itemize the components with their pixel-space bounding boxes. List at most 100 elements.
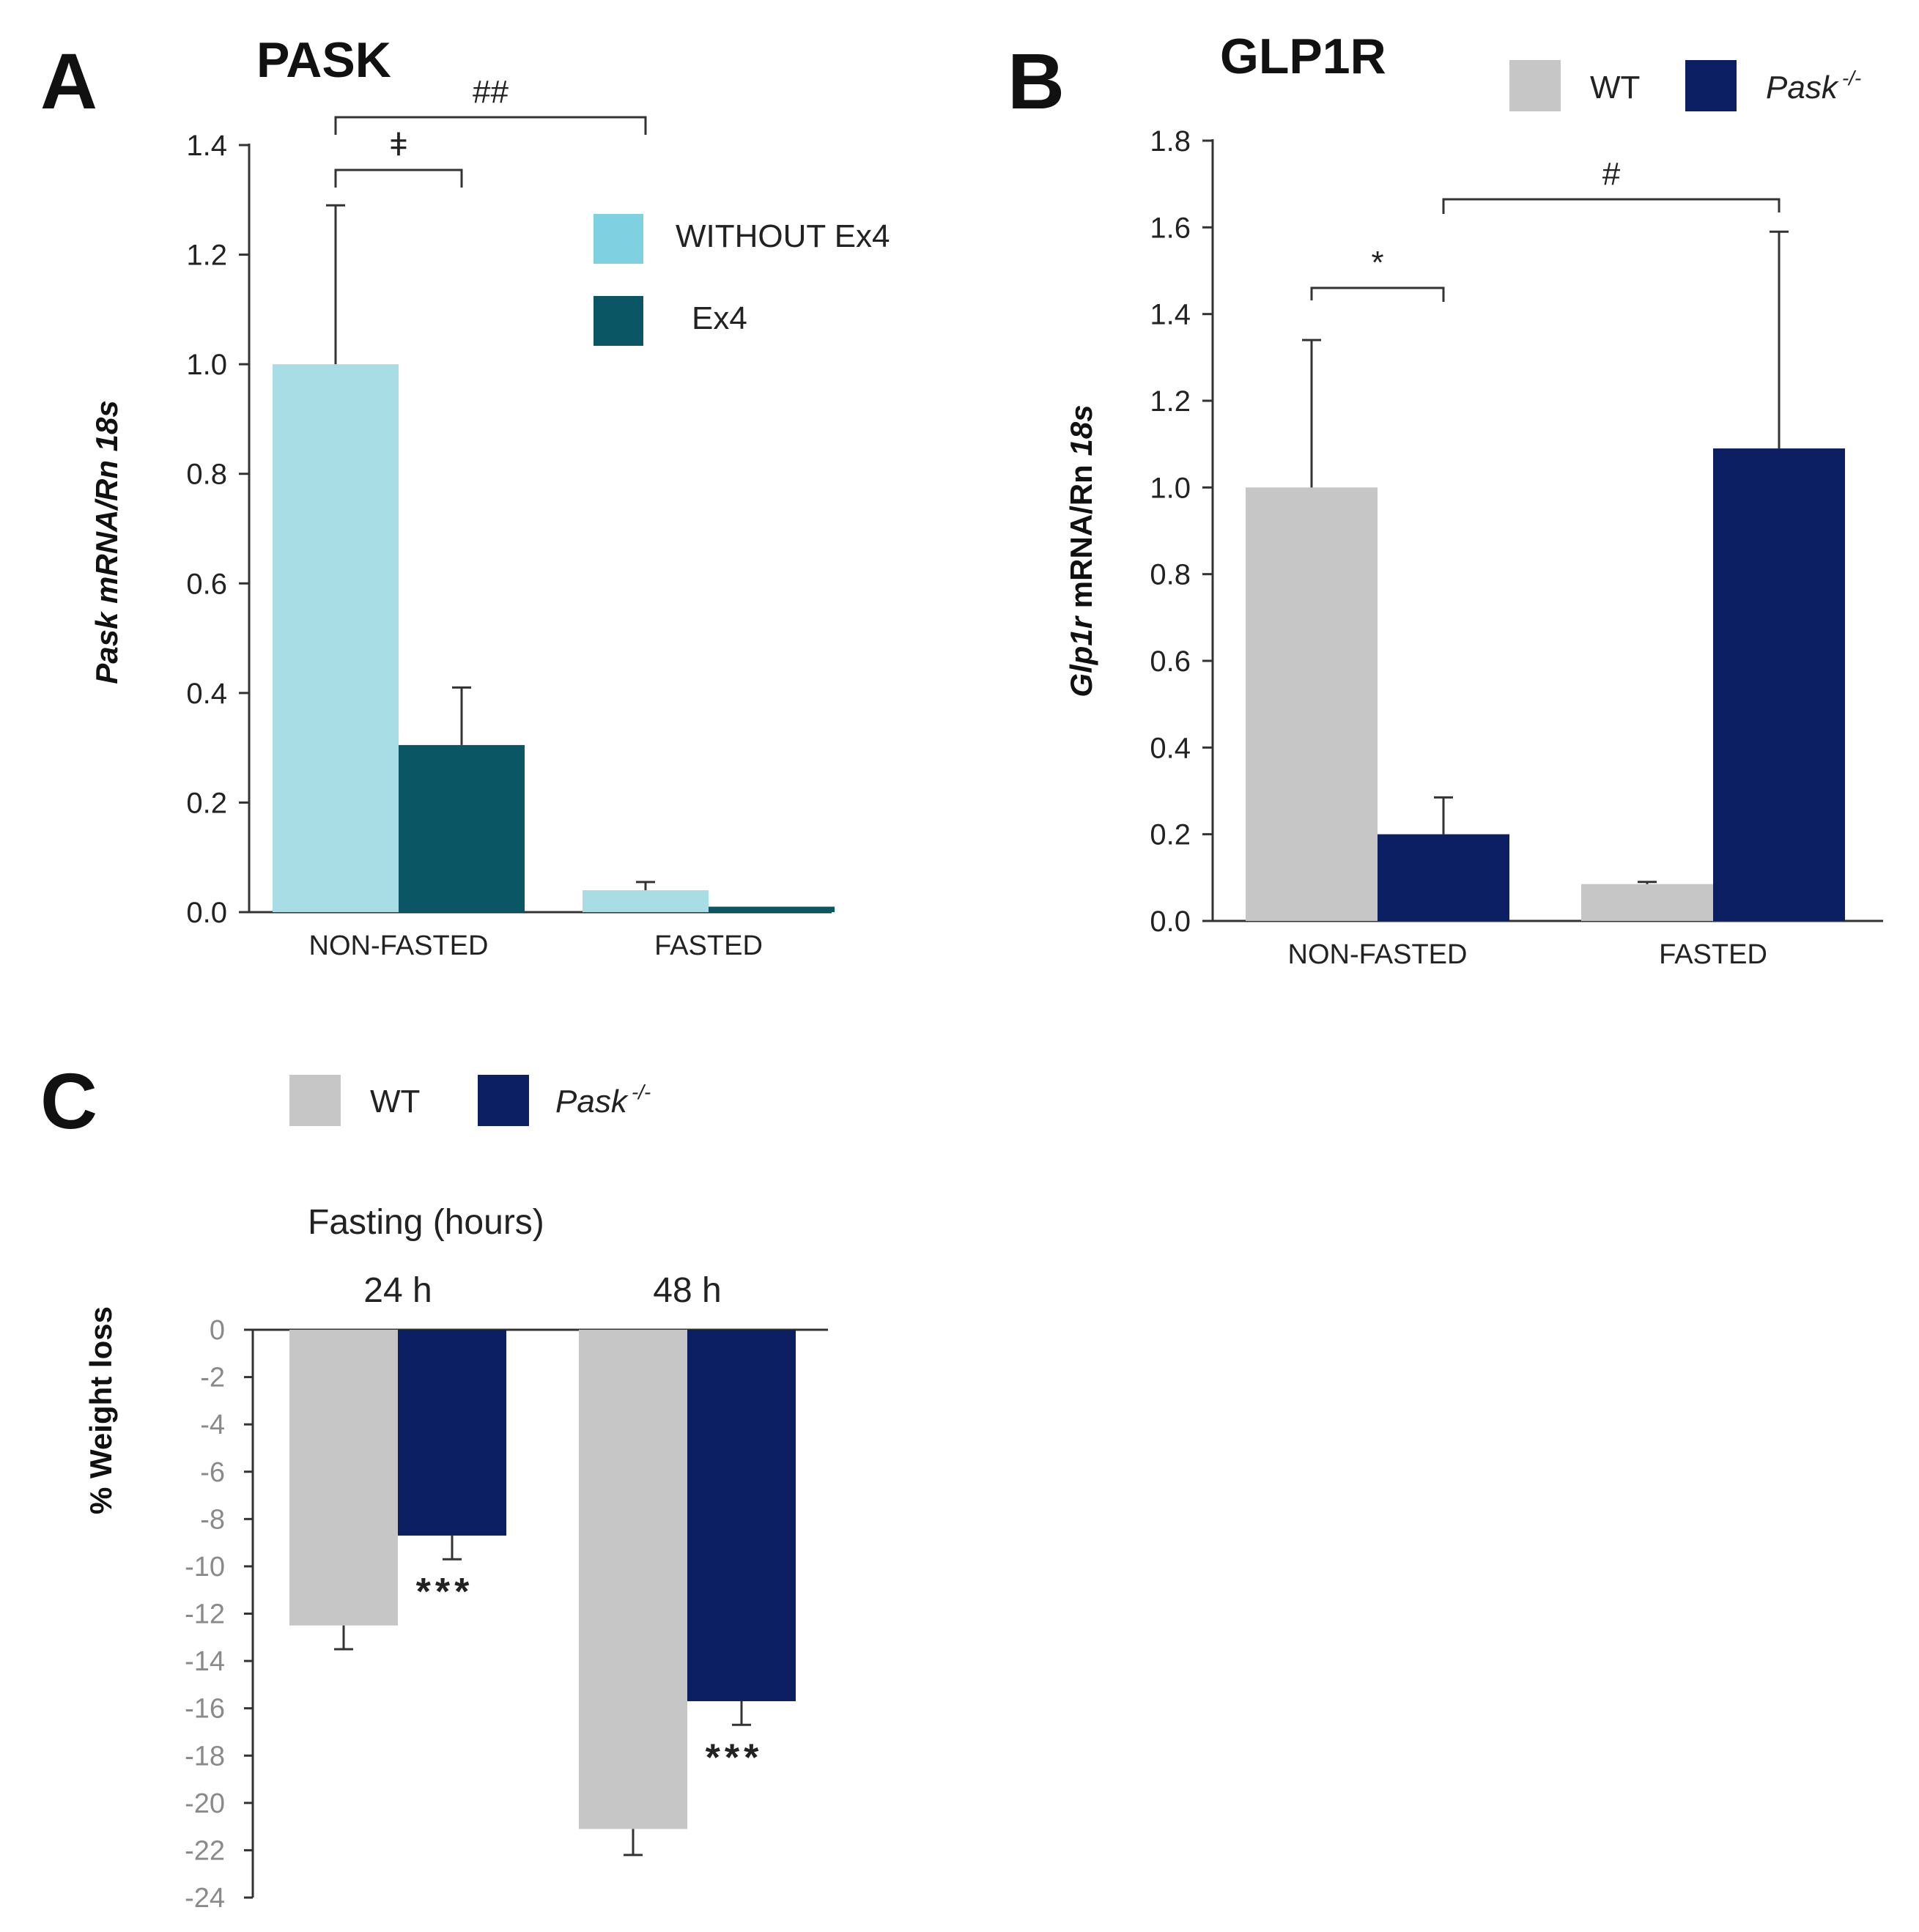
y-tick-label: -16 — [185, 1694, 225, 1725]
legend-swatch-without-ex4 — [594, 214, 643, 264]
y-tick-label: -24 — [185, 1883, 225, 1914]
category-label-non-fasted: NON-FASTED — [1288, 939, 1468, 970]
chart-c-title: Fasting (hours) — [308, 1203, 544, 1242]
chart-b-error-bars — [1302, 230, 1789, 884]
annotation-double-hash-label: ## — [473, 74, 509, 110]
annotation-significance-48-h: *** — [706, 1736, 763, 1779]
category-label-non-fasted: NON-FASTED — [309, 930, 489, 961]
category-label-24-h: 24 h — [363, 1271, 432, 1310]
panel-letter-a: A — [40, 37, 97, 125]
y-tick-label: -2 — [200, 1363, 225, 1394]
bar-wt-non-fasted — [1246, 487, 1378, 921]
bar-wt-24-h — [289, 1330, 398, 1626]
annotation-hash-label: # — [1602, 156, 1621, 192]
y-tick-label: 0.0 — [1150, 906, 1191, 938]
legend-pask-superscript: -/- — [632, 1081, 651, 1103]
annotation-star-label: * — [1371, 245, 1383, 281]
y-label-italic: Glp1r — [1064, 615, 1098, 697]
y-tick-label: 0.8 — [1150, 559, 1191, 591]
chart-c-categories: 24 h 48 h — [363, 1271, 721, 1310]
y-label-rest: mRNA/Rn — [1064, 456, 1098, 617]
chart-c-annotations: *** *** — [416, 1571, 763, 1779]
legend-pask-name: Pask — [1766, 70, 1839, 106]
legend-swatch-pask — [478, 1075, 529, 1126]
annotation-double-hash-bracket — [334, 116, 647, 135]
y-tick-label: 1.0 — [186, 349, 227, 381]
y-tick-label: 0.0 — [186, 897, 227, 929]
bar-pask-24-h — [398, 1330, 506, 1536]
chart-b-legend: WT Pask -/- — [1509, 60, 1861, 111]
y-tick-label: 1.2 — [1150, 385, 1191, 418]
chart-c-y-axis-label: % Weight loss — [84, 1306, 118, 1514]
annotation-significance-24-h: *** — [416, 1571, 474, 1613]
bar-pask-non-fasted — [1378, 834, 1509, 921]
y-label-italic: Pask — [89, 610, 124, 684]
chart-a-legend: WITHOUT Ex4 Ex4 — [594, 214, 890, 346]
chart-a-title: PASK — [256, 32, 391, 88]
legend-swatch-wt — [1509, 60, 1561, 111]
legend-swatch-pask — [1685, 60, 1737, 111]
y-tick-label: 1.8 — [1150, 125, 1191, 158]
y-tick-label: 1.6 — [1150, 212, 1191, 244]
y-tick-label: 0.6 — [186, 568, 227, 600]
y-tick-label: 0.6 — [1150, 645, 1191, 678]
panel-a: A PASK Pask mRNA/Rn 18s 0.0 0.2 0.4 0.6 0.8 1… — [40, 32, 890, 961]
category-label-fasted: FASTED — [654, 930, 763, 961]
y-tick-label: -20 — [185, 1788, 225, 1819]
chart-a-bars — [273, 364, 835, 913]
y-tick-label: -12 — [185, 1599, 225, 1630]
y-label-italic-2: 18s — [1064, 404, 1098, 456]
legend-pask-superscript: -/- — [1842, 67, 1861, 89]
y-tick-label: 1.4 — [1150, 299, 1191, 331]
y-tick-label: -18 — [185, 1741, 225, 1772]
legend-swatch-wt — [289, 1075, 341, 1126]
annotation-dagger-label: ǂ — [389, 127, 408, 163]
legend-pask-name: Pask — [555, 1084, 629, 1119]
bar-pask-fasted — [1713, 448, 1845, 921]
bar-without-ex4-non-fasted — [273, 364, 399, 913]
annotation-dagger-bracket — [334, 169, 463, 188]
chart-c-legend: WT Pask -/- — [289, 1075, 651, 1126]
y-tick-label: 1.2 — [186, 240, 227, 272]
y-tick-label: 0.8 — [186, 459, 227, 491]
chart-a-categories: NON-FASTED FASTED — [309, 930, 763, 961]
legend-label-pask: Pask -/- — [1766, 67, 1861, 106]
chart-b-title: GLP1R — [1220, 29, 1386, 84]
legend-label-wt: WT — [370, 1084, 420, 1119]
chart-b-y-axis-label: Glp1r mRNA/Rn 18s — [1064, 404, 1098, 697]
chart-b-annotations: *# — [1310, 156, 1781, 302]
y-label-rest: mRNA/Rn 18s — [89, 400, 124, 612]
legend-label-pask: Pask -/- — [555, 1081, 651, 1119]
bar-wt-48-h — [579, 1330, 687, 1829]
category-label-48-h: 48 h — [653, 1271, 721, 1310]
annotation-hash-bracket — [1442, 198, 1781, 214]
annotation-star-bracket — [1310, 286, 1445, 302]
y-tick-label: -6 — [200, 1457, 225, 1488]
y-tick-label: 0.4 — [186, 678, 227, 710]
category-label-fasted: FASTED — [1659, 939, 1767, 970]
chart-c-bars — [289, 1330, 796, 1829]
y-tick-label: -4 — [200, 1410, 225, 1440]
bar-ex4-fasted — [709, 906, 835, 912]
bar-wt-fasted — [1581, 884, 1713, 921]
y-tick-label: 0.2 — [1150, 819, 1191, 851]
bar-ex4-non-fasted — [399, 744, 525, 912]
y-tick-label: -10 — [185, 1552, 225, 1583]
bar-pask-48-h — [687, 1330, 796, 1701]
legend-label-wt: WT — [1590, 70, 1640, 106]
panel-c: C WT Pask -/- Fasting (hours) % Weight lo… — [40, 1056, 828, 1914]
y-tick-label: 0 — [210, 1315, 225, 1346]
chart-c-error-bars — [334, 1535, 751, 1857]
chart-a-axes: 0.0 0.2 0.4 0.6 0.8 1.0 1.2 1.4 — [186, 130, 832, 929]
panel-letter-b: B — [1007, 37, 1065, 125]
chart-a-error-bars — [326, 204, 655, 891]
panel-b: B GLP1R Glp1r mRNA/Rn 18s 0.0 0.2 0.4 0.6 0.… — [1007, 29, 1883, 970]
y-tick-label: 1.4 — [186, 130, 227, 162]
y-tick-label: -8 — [200, 1504, 225, 1535]
legend-label-without-ex4: WITHOUT Ex4 — [676, 218, 890, 254]
chart-b-bars — [1246, 448, 1845, 921]
y-tick-label: 1.0 — [1150, 472, 1191, 504]
chart-b-categories: NON-FASTED FASTED — [1288, 939, 1767, 970]
legend-swatch-ex4 — [594, 296, 643, 346]
